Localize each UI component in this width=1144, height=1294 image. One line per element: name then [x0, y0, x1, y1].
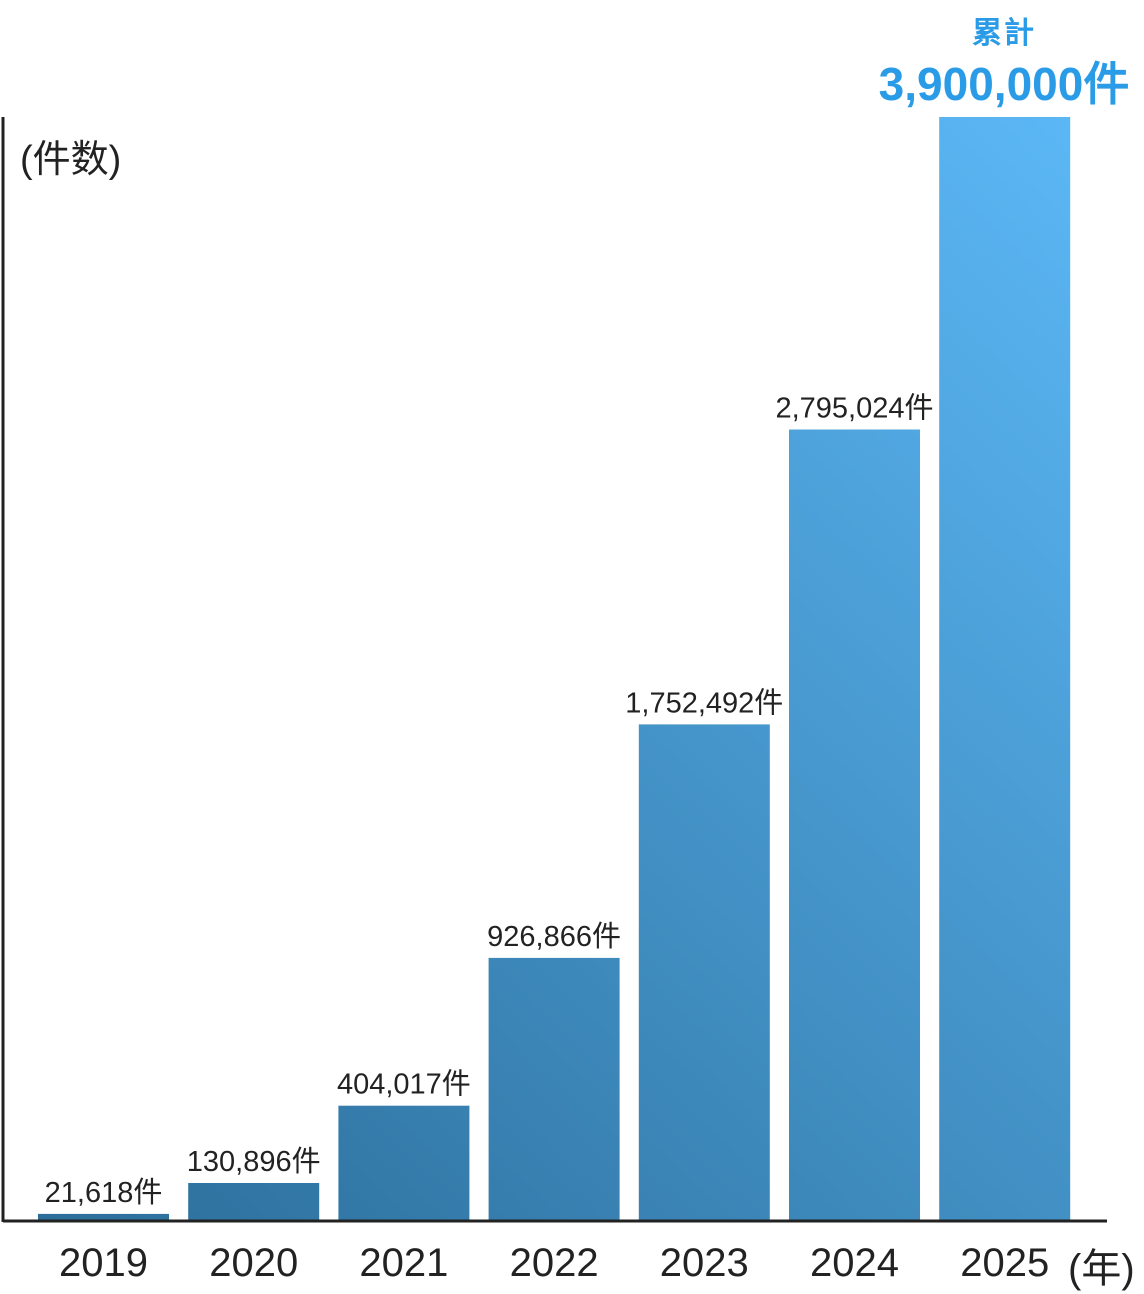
value-label-2020: 130,896件 — [187, 1145, 321, 1178]
value-labels-group: 21,618件 130,896件 404,017件 926,866件 1,752,492… — [45, 392, 934, 1209]
bars-group — [38, 117, 1071, 1220]
y-axis-label: (件数) — [20, 139, 122, 181]
x-tick-2025: 2025 — [960, 1241, 1049, 1285]
value-label-2021: 404,017件 — [337, 1068, 471, 1101]
bar-2019 — [38, 1213, 169, 1220]
value-label-2023: 1,752,492件 — [625, 686, 783, 719]
x-tick-2023: 2023 — [660, 1241, 749, 1285]
bar-2020 — [188, 1183, 320, 1220]
x-axis-unit-label: (年) — [1068, 1247, 1135, 1291]
bar-2025 — [939, 117, 1071, 1220]
x-tick-2019: 2019 — [59, 1241, 148, 1285]
x-tick-2022: 2022 — [510, 1241, 599, 1285]
bar-2021 — [338, 1105, 470, 1220]
x-tick-2024: 2024 — [810, 1241, 899, 1285]
x-tick-2021: 2021 — [359, 1241, 448, 1285]
value-label-2024: 2,795,024件 — [775, 392, 933, 425]
cumulative-caption: 累計 — [972, 17, 1036, 50]
value-label-2022: 926,866件 — [487, 920, 621, 953]
bar-2024 — [789, 429, 920, 1220]
bar-2023 — [638, 724, 770, 1220]
value-label-2019: 21,618件 — [45, 1176, 163, 1209]
x-tick-2020: 2020 — [209, 1241, 298, 1285]
bar-2022 — [488, 957, 620, 1220]
cumulative-total-label: 3,900,000件 — [878, 58, 1130, 110]
x-tick-labels-group: 2019 2020 2021 2022 2023 2024 2025 — [59, 1241, 1049, 1285]
